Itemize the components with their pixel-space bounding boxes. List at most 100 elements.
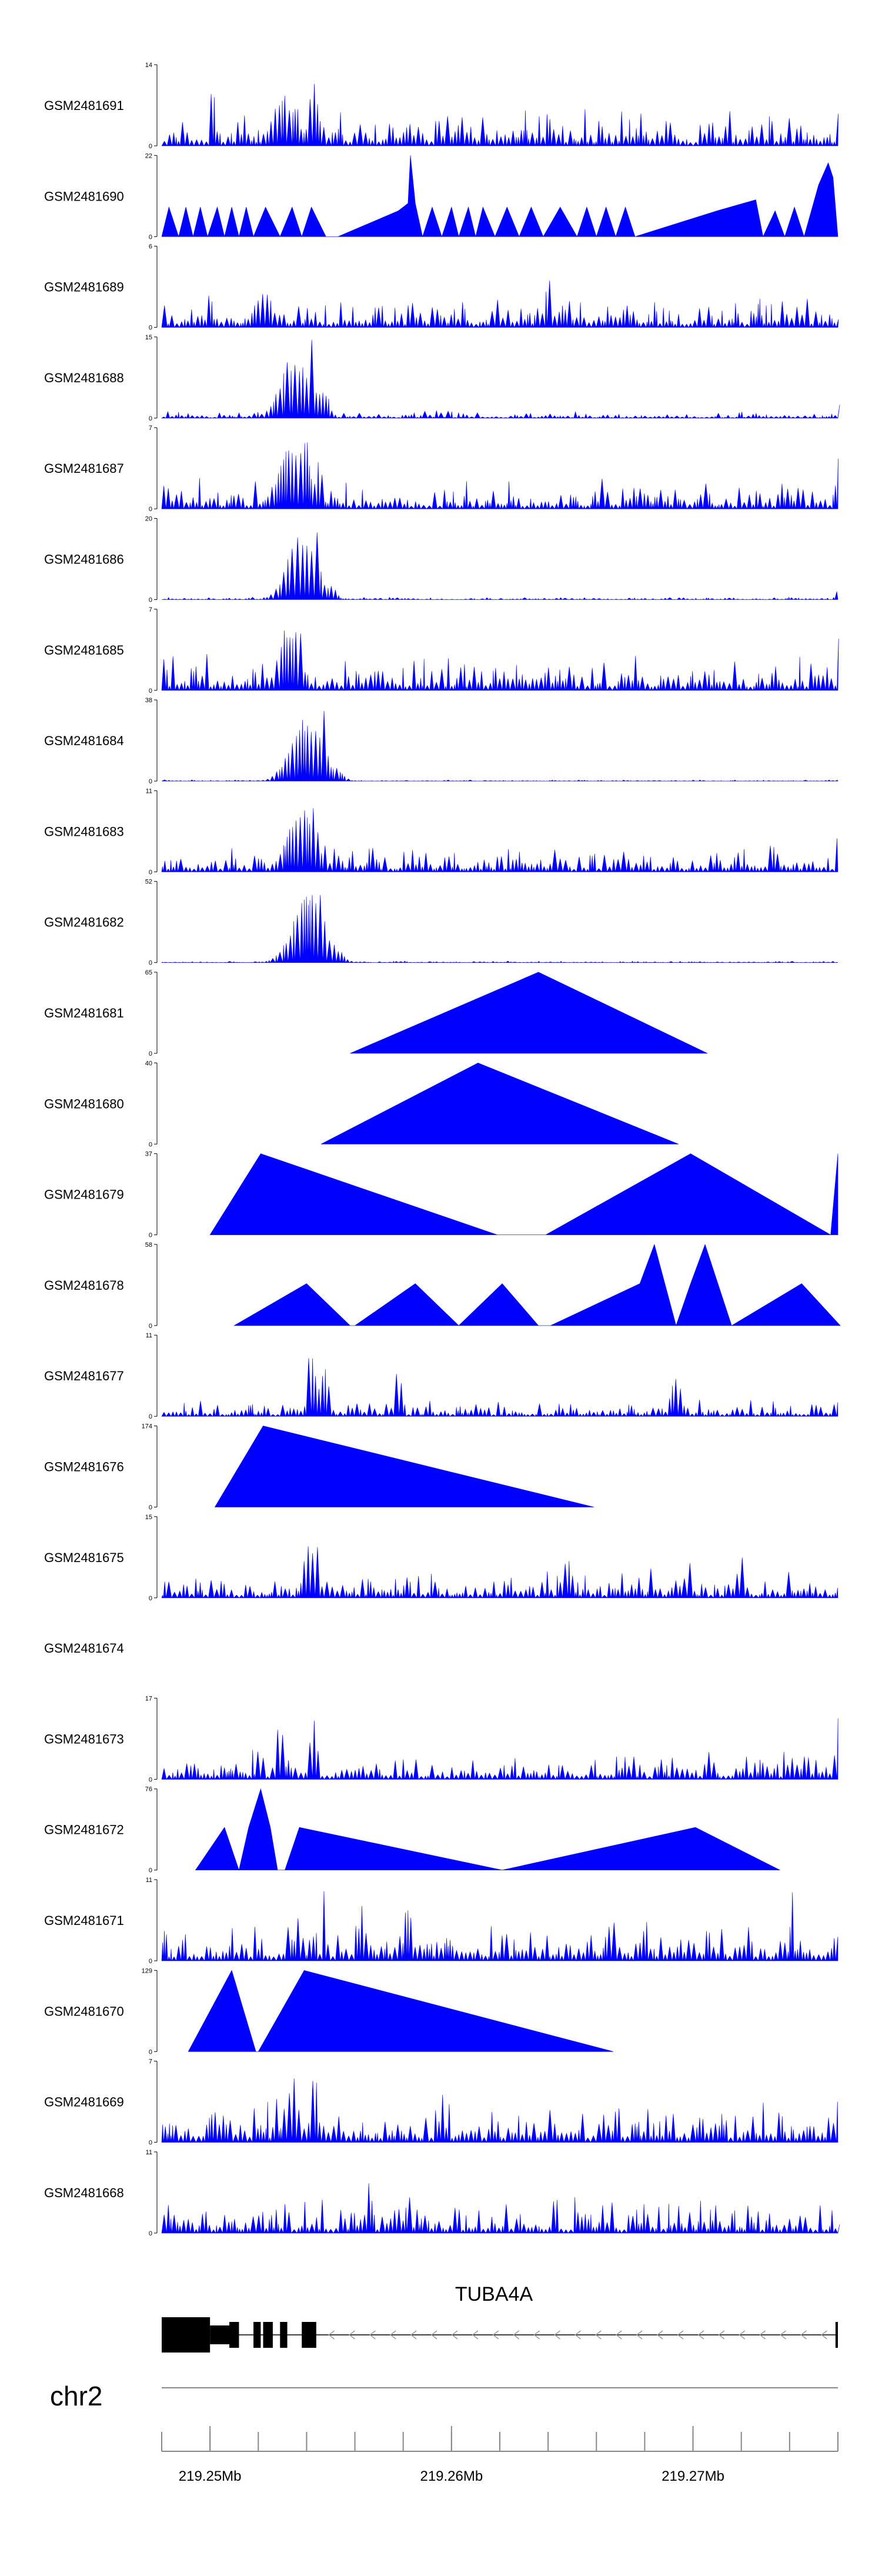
coverage-area xyxy=(161,2183,840,2234)
y-tick-label-min: 0 xyxy=(149,960,152,967)
y-tick-label-min: 0 xyxy=(149,597,152,604)
strand-chevron xyxy=(369,2330,376,2340)
track-label: GSM2481669 xyxy=(44,2095,124,2110)
y-tick-label-max: 22 xyxy=(145,152,152,159)
coverage-area xyxy=(161,1358,838,1417)
track-label: GSM2481671 xyxy=(44,1913,124,1928)
coverage-area xyxy=(188,1970,614,2052)
y-tick-label-max: 15 xyxy=(145,1514,152,1521)
coverage-area xyxy=(233,1243,841,1326)
y-tick-label-max: 11 xyxy=(146,2149,152,2156)
strand-chevron xyxy=(492,2330,499,2340)
track-gsm2481690: GSM2481690 22 0 xyxy=(44,152,838,241)
y-tick-label-min: 0 xyxy=(149,869,152,876)
track-gsm2481681: GSM2481681 65 0 xyxy=(44,969,708,1057)
y-tick-label-min: 0 xyxy=(149,2140,152,2147)
track-label: GSM2481668 xyxy=(44,2185,124,2200)
coverage-area xyxy=(161,1546,838,1599)
track-label: GSM2481689 xyxy=(44,280,124,295)
strand-chevron xyxy=(472,2330,479,2340)
track-gsm2481691: GSM2481691 14 0 xyxy=(44,62,838,150)
strand-chevron xyxy=(800,2330,807,2340)
coverage-area xyxy=(209,1153,838,1236)
coverage-area xyxy=(161,1718,838,1780)
gene-exon xyxy=(229,2322,239,2348)
chromosome-label: chr2 xyxy=(50,2381,102,2411)
y-tick-label-max: 65 xyxy=(145,969,152,976)
track-gsm2481687: GSM2481687 7 0 xyxy=(44,425,838,513)
coverage-area xyxy=(214,1426,594,1507)
gene-exon xyxy=(253,2322,261,2348)
track-gsm2481672: GSM2481672 76 0 xyxy=(44,1786,780,1874)
y-tick-label-max: 15 xyxy=(145,334,152,341)
track-label: GSM2481687 xyxy=(44,461,124,476)
data-tracks: GSM2481691140GSM2481690220GSM248168960GS… xyxy=(44,62,841,2237)
track-label: GSM2481686 xyxy=(44,552,124,567)
strand-chevron xyxy=(697,2330,704,2340)
axis-ticks: 219.25Mb 219.26Mb 219.27Mb xyxy=(161,2426,838,2484)
strand-chevron xyxy=(533,2330,540,2340)
track-label: GSM2481680 xyxy=(44,1096,124,1111)
gene-label: TUBA4A xyxy=(455,2283,533,2305)
y-tick-label-min: 0 xyxy=(149,233,152,241)
track-gsm2481686: GSM2481686 20 0 xyxy=(44,516,838,604)
coverage-area xyxy=(161,710,838,782)
strand-chevron xyxy=(780,2330,787,2340)
y-tick-label-min: 0 xyxy=(149,1050,152,1057)
coverage-area xyxy=(161,1891,838,1962)
strand-chevron xyxy=(390,2330,396,2340)
track-label: GSM2481679 xyxy=(44,1187,124,1202)
track-label: GSM2481684 xyxy=(44,733,124,748)
y-tick-label-max: 174 xyxy=(142,1423,152,1430)
gene-exon xyxy=(263,2322,273,2348)
y-tick-label-max: 17 xyxy=(145,1695,152,1702)
y-tick-label-min: 0 xyxy=(149,1141,152,1148)
track-gsm2481671: GSM2481671 11 0 xyxy=(44,1877,838,1965)
gene-strand-chevrons xyxy=(328,2330,827,2340)
track-gsm2481678: GSM2481678 58 0 xyxy=(44,1242,841,1330)
strand-chevron xyxy=(821,2330,827,2340)
y-tick-label-max: 7 xyxy=(149,606,152,613)
track-gsm2481673: GSM2481673 17 0 xyxy=(44,1695,838,1783)
y-tick-label-min: 0 xyxy=(149,1232,152,1239)
track-label: GSM2481688 xyxy=(44,371,124,385)
track-label: GSM2481690 xyxy=(44,189,124,203)
strand-chevron xyxy=(349,2330,355,2340)
coverage-area xyxy=(195,1788,780,1871)
gene-exon xyxy=(835,2322,838,2348)
strand-chevron xyxy=(616,2330,622,2340)
y-tick-label-min: 0 xyxy=(149,1776,152,1783)
y-tick-label-max: 20 xyxy=(145,516,152,523)
strand-chevron xyxy=(513,2330,520,2340)
y-tick-label-max: 52 xyxy=(145,879,152,886)
strand-chevron xyxy=(739,2330,746,2340)
y-tick-label-min: 0 xyxy=(149,143,152,150)
coverage-area xyxy=(161,532,838,600)
strand-chevron xyxy=(574,2330,581,2340)
coverage-area xyxy=(161,84,838,147)
track-gsm2481680: GSM2481680 40 0 xyxy=(44,1060,679,1148)
coverage-area xyxy=(161,339,840,419)
track-label: GSM2481672 xyxy=(44,1823,124,1837)
track-gsm2481684: GSM2481684 38 0 xyxy=(44,697,838,785)
strand-chevron xyxy=(430,2330,437,2340)
strand-chevron xyxy=(677,2330,684,2340)
y-tick-label-min: 0 xyxy=(149,1595,152,1602)
track-label: GSM2481678 xyxy=(44,1278,124,1293)
y-tick-label-min: 0 xyxy=(149,2048,152,2056)
gene-exon xyxy=(302,2322,316,2348)
track-label: GSM2481685 xyxy=(44,643,124,658)
y-tick-label-min: 0 xyxy=(149,506,152,513)
track-label: GSM2481674 xyxy=(44,1641,124,1656)
y-tick-label-max: 40 xyxy=(145,1060,152,1067)
y-tick-label-max: 14 xyxy=(145,62,152,69)
track-gsm2481669: GSM2481669 7 0 xyxy=(44,2058,838,2147)
track-label: GSM2481682 xyxy=(44,915,124,930)
track-label: GSM2481677 xyxy=(44,1369,124,1383)
track-label: GSM2481673 xyxy=(44,1731,124,1746)
strand-chevron xyxy=(328,2330,335,2340)
strand-chevron xyxy=(410,2330,417,2340)
y-tick-label-min: 0 xyxy=(149,1413,152,1420)
track-gsm2481679: GSM2481679 37 0 xyxy=(44,1151,838,1239)
